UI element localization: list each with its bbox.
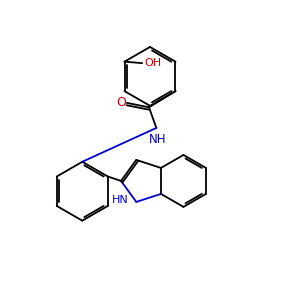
Text: O: O — [116, 96, 126, 110]
Text: HN: HN — [112, 195, 129, 205]
Text: OH: OH — [145, 58, 162, 68]
Text: NH: NH — [149, 133, 166, 146]
